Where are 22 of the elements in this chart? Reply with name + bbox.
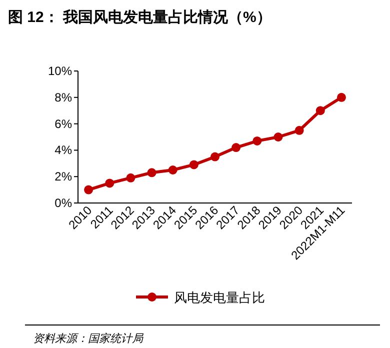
point [147, 168, 156, 178]
point [105, 178, 114, 188]
point [316, 106, 325, 116]
point [210, 152, 220, 162]
point [232, 143, 241, 152]
point [84, 185, 94, 194]
point [336, 92, 346, 102]
y-tick-label: 4% [54, 143, 72, 158]
text: 资料来源：国家统计局 [33, 332, 144, 345]
point [252, 136, 262, 146]
y-tick-label: 0% [54, 196, 72, 210]
y-tick-label: 10% [48, 64, 72, 78]
legend-label: 风电发电量占比 [174, 290, 265, 305]
point [168, 166, 178, 174]
y-tick-label: 8% [54, 90, 72, 104]
chart-title: 图 12： 我国风电发电量占比情况（%） [8, 9, 272, 26]
y-tick-label: 2% [54, 170, 72, 184]
y-tick-label: 6% [54, 116, 72, 131]
point [274, 132, 283, 142]
point [126, 173, 136, 182]
point [189, 160, 198, 170]
point [294, 126, 304, 135]
